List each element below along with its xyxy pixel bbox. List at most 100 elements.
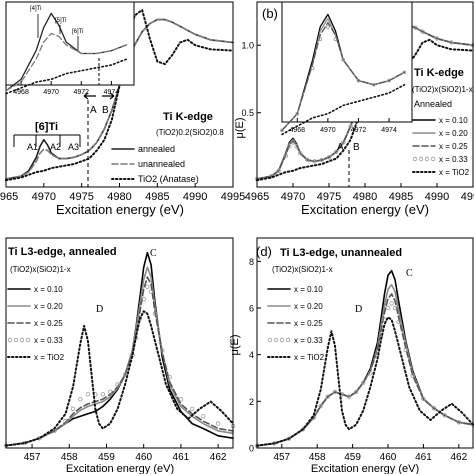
panel-d-x-tick-label: 459 [344,452,361,463]
panel-a-x-tick-label: 4990 [183,191,207,203]
panel-c-legend-x-0-33-marker [25,337,31,343]
panel-d-title: Ti L3-edge, unannealed [280,247,402,259]
annotation-6-ti-bracket [13,134,81,147]
panel-b-series-x-0-33-point [290,140,296,145]
inset-label-a: A [90,105,97,116]
panel-a-x-tick-label: 4965 [0,191,18,203]
panel-b-inset-series-x-0-33-point [356,78,361,83]
panel-d-series-x-tio2-line [256,316,474,447]
panel-c-series-x-0-10-line [5,251,234,447]
panel-a-legend-unannealed-label: unannealed [138,159,185,169]
panel-c-legend-x-0-20-label: x = 0.20 [34,302,63,311]
panel-b-series-x-0-33-point [334,149,339,155]
panel-a-x-tick-label: 4985 [145,191,169,203]
panel-c-legend-x-0-33-label: x = 0.33 [34,336,63,345]
panel-b-x-tick-label: 4990 [425,191,449,203]
panel-c-frame [5,237,234,449]
panel-d-annotation-d: D [355,304,362,315]
panel-c-legend-x-0-33-marker [7,337,13,343]
panel-c-legend-x-tio2-label: x = TiO2 [34,353,65,362]
panel-c-x-ticks: 457 458 459 460 461 462 [24,444,227,463]
panel-d-x-tick-label: 457 [273,452,290,463]
panel-c-series-x-0-33-point [160,348,165,353]
panel-b-series-x-0-33-point [294,144,299,149]
panel-d-series-x-0-33-point [410,373,415,378]
panel-c-x-tick-label: 457 [24,452,41,463]
panel-c: 457 458 459 460 461 462 Excitation energy (eV… [3,237,236,474]
panel-d-x-tick-label: 461 [415,452,432,463]
panel-d-series-x-0-33-point [368,371,373,376]
panel-d-series-x-0-33-point [353,389,359,395]
panel-b-annotation-a: A [337,142,344,153]
panel-b-annotation-b: B [353,142,360,153]
panel-b-inset-series-x-0-33-point [326,24,330,29]
panel-b-inset-series-x-0-25-line [281,22,406,131]
panel-b-x-tick-label: 4965 [245,191,269,203]
panel-d-series-x-0-33-point [392,305,398,311]
panel-b-series-x-0-33-point [326,155,332,160]
panel-b-x-ticks: 4965 4970 4975 4980 4985 4990 4995 [245,183,474,203]
panel-c-legend-x-0-33-marker [19,337,25,343]
panel-d-legend-x-0-33-marker [267,337,273,343]
panel-b-inset-series-x-0-33-point [310,66,315,71]
panel-d-curves [254,269,474,448]
panel-b-series-x-0-33-point [434,36,440,41]
panel-d-legend-x-tio2-label: x = TiO2 [294,353,325,362]
panel-c-series-x-0-33-point [145,284,150,289]
panel-b-legend-x-0-33-marker [418,156,424,162]
panel-d-y-tick-label: 0 [249,444,254,454]
panel-b-inset-series-x-0-33-point [387,78,391,83]
panel-b-y-tick-label: 0.5 [241,108,254,118]
panel-d-x-tick-label: 458 [309,452,326,463]
panel-d-y-ticks: 0 2 4 6 8 [249,257,261,454]
panel-c-series-x-0-33-point [63,418,68,424]
panel-d-series-x-0-33-point [456,420,461,425]
panel-d-legend-x-0-33-marker [279,337,285,343]
panel-c-legend-x-0-10-label: x = 0.10 [34,285,63,294]
panel-b-inset-series-x-0-33-point [402,70,407,75]
annotation-6-ti: [6]Ti [35,121,58,133]
inset-label-6-ti: [6]Ti [72,29,83,35]
panel-a-title: Ti K-edge [163,111,213,123]
panel-c-series-x-0-33-point [107,389,113,394]
panel-b-x-tick-label: 4995 [461,191,474,203]
panel-d-x-tick-label: 460 [380,452,397,463]
panel-a-inset: 4968 4970 4972 4974 [4]Ti [5]Ti [6]Ti A B [5,1,135,116]
panel-d-series-x-0-10-line [256,269,474,447]
panel-d-y-axis-label: μ(E) [229,334,241,355]
panel-b-legend-x-0-20-label: x = 0.20 [439,129,468,138]
panel-b-series-x-0-33-point [319,157,324,163]
panel-b-x-tick-label: 4980 [353,191,377,203]
panel-a-inset-x-tick-label: 4972 [74,89,90,96]
panel-c-series-x-0-33-point [78,397,83,402]
panel-b-y-ticks: 0.5 1.0 [241,41,261,118]
panel-d-y-tick-label: 2 [249,397,254,407]
panel-a-inset-x-tick-label: 4970 [43,89,59,96]
panel-b-series-x-0-33-point [312,159,317,164]
panel-b-inset-frame [281,1,413,123]
panel-d-series-x-0-33-point [389,301,394,306]
panel-c-annotation-d: D [96,304,103,315]
inset-label-4-ti-pre: [4]Ti [30,6,41,12]
panel-c-legend: x = 0.10 x = 0.20 x = 0.25 x = 0.33 x = TiO2 [7,285,65,362]
annotation-a1: A1 [27,142,38,152]
annotation-a2: A2 [50,142,61,152]
panel-b-inset-series-x-0-33-point [295,111,300,116]
panel-b-inset-x-ticks: 4968 4970 4972 4974 [290,118,397,134]
panel-b-y-axis-label: μ(E) [234,117,246,138]
panel-d-series-x-0-33-point [431,406,437,411]
panel-d-y-tick-label: 6 [249,304,254,314]
annotation-a3: A3 [68,142,79,152]
panel-d-x-tick-label: 462 [450,452,467,463]
panel-d-series-x-0-25-line [256,293,474,447]
panel-a-x-tick-label: 4970 [32,191,56,203]
inset-label-b: B [102,105,109,116]
panel-b-x-tick-label: 4975 [317,191,341,203]
panel-b-legend-x-0-10-label: x = 0.10 [439,116,468,125]
panel-c-series-x-0-33-point [122,372,128,377]
panel-c-x-axis-label: Excitation energy (eV) [66,463,174,474]
panel-b-legend-x-0-33-marker [430,156,436,162]
panel-c-x-tick-label: 460 [135,452,152,463]
panel-a-inset-curves [5,12,128,95]
panel-b-inset-x-tick-label: 4970 [320,127,336,134]
